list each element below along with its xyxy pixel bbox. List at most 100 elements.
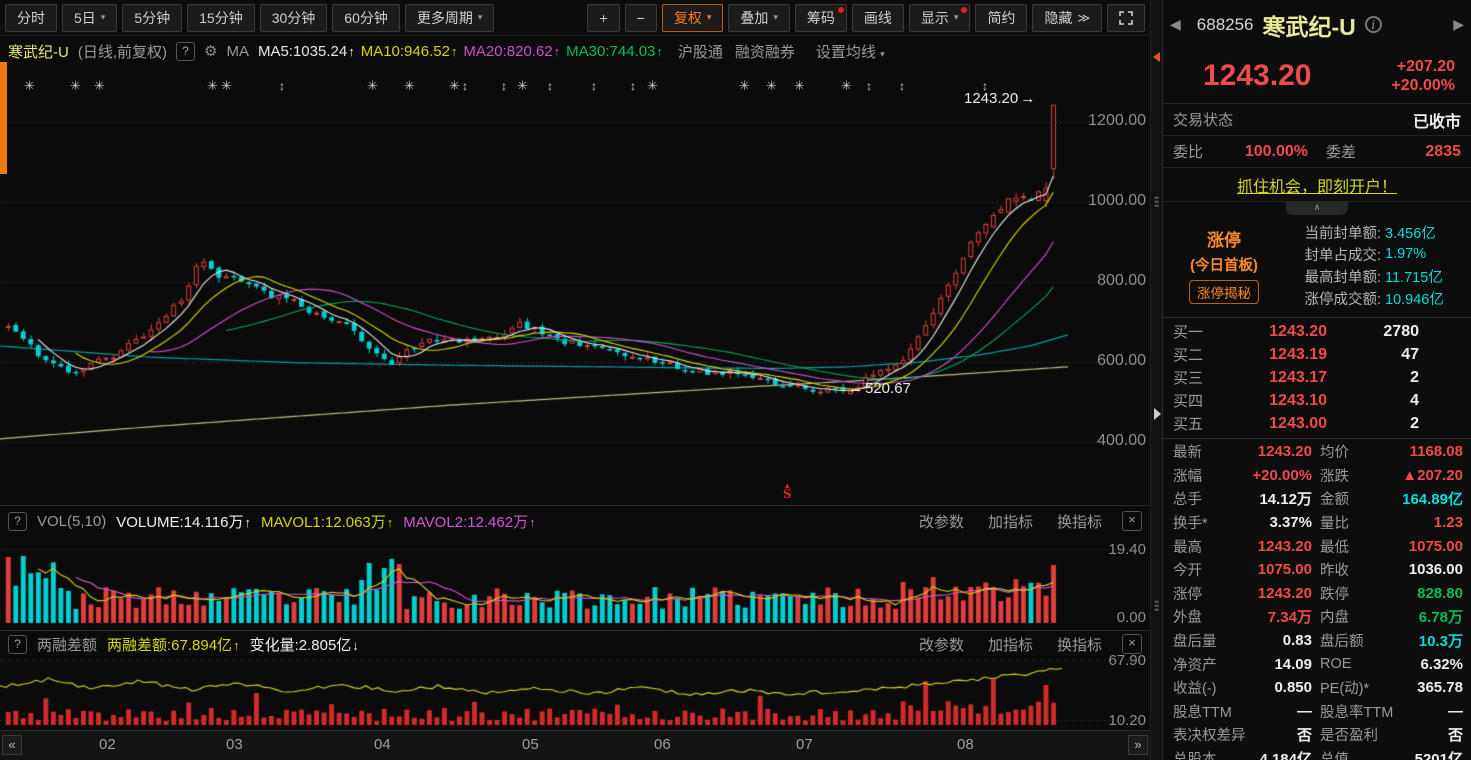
add-indicator-link[interactable]: 加指标 (987, 513, 1033, 531)
event-star-icon[interactable]: ✳ (404, 78, 415, 93)
event-star-icon[interactable]: ✳ (766, 78, 777, 93)
open-account-link[interactable]: 抓住机会，即刻开户！ (1236, 178, 1397, 196)
period-button-更多周期[interactable]: 更多周期 ▾ (404, 3, 495, 32)
splitter-grip[interactable]: •• •• •• (1154, 597, 1159, 615)
collapse-left-icon[interactable] (1153, 52, 1160, 62)
stat-label: 盘后量 (1173, 634, 1217, 651)
event-updown-icon[interactable]: ↕ (630, 79, 636, 93)
volume-panel: ? VOL(5,10) VOLUME:14.116万↑ MAVOL1:12.063… (0, 505, 1150, 631)
limit-up-reveal-button[interactable]: 涨停揭秘 (1189, 280, 1259, 304)
hide-button[interactable]: 隐藏 ≫ (1032, 3, 1102, 32)
period-button-60分钟[interactable]: 60分钟 (332, 3, 400, 32)
indicator-link-融资融券[interactable]: 融资融券 (734, 43, 795, 61)
chevron-down-icon: ▾ (100, 12, 106, 22)
switch-indicator-link[interactable]: 换指标 (1056, 636, 1102, 654)
volume-canvas[interactable] (0, 536, 1150, 631)
event-star-icon[interactable]: ✳ (70, 78, 81, 93)
month-label: 07 (796, 736, 813, 753)
overlay-button[interactable]: 叠加 ▾ (728, 3, 790, 32)
draw-line-button[interactable]: 画线 (851, 3, 904, 32)
indicator-link-沪股通[interactable]: 沪股通 (677, 43, 723, 61)
gear-icon[interactable]: ⚙ (204, 43, 218, 60)
period-button-15分钟[interactable]: 15分钟 (187, 3, 255, 32)
event-updown-icon[interactable]: ↕ (279, 79, 285, 93)
edit-params-link[interactable]: 改参数 (918, 513, 964, 531)
scroll-left-button[interactable]: « (2, 735, 22, 755)
bid-row: 买三 1243.17 2 (1163, 366, 1471, 389)
stat-row: 收益(-) 0.850 PE(动)* 365.78 (1163, 676, 1471, 700)
event-star-icon[interactable]: ✳ (367, 78, 378, 93)
help-icon[interactable]: ? (8, 634, 27, 654)
month-label: 03 (226, 736, 243, 753)
bid-price: 1243.20 (1269, 322, 1327, 340)
stat-value: 4.184亿 (1259, 751, 1312, 760)
price-axis-label: 1200.00 (1088, 112, 1146, 129)
event-star-icon[interactable]: ✳ (221, 78, 232, 93)
zoom-out-button[interactable]: − (624, 3, 657, 32)
period-button-5日[interactable]: 5日 ▾ (62, 3, 118, 32)
event-star-icon[interactable]: ✳ (94, 78, 105, 93)
volume-indicator-title[interactable]: VOL(5,10) (37, 512, 107, 530)
stat-label: 净资产 (1173, 657, 1217, 674)
info-icon[interactable]: i (1364, 16, 1382, 33)
simple-mode-button[interactable]: 简约 (975, 3, 1028, 32)
prev-stock-arrow[interactable]: ◀ (1170, 16, 1181, 32)
limit-up-stats: 当前封单额: 3.456亿 封单占成交: 1.97% 最高封单额: 11.715亿 涨停成交… (1277, 221, 1465, 309)
event-updown-icon[interactable]: ↕ (982, 79, 988, 93)
limit-up-stat-value: 11.715亿 (1385, 269, 1443, 286)
limit-up-stat-label: 涨停成交额: (1304, 291, 1381, 308)
expand-right-icon[interactable] (1154, 408, 1161, 420)
event-star-icon[interactable]: ✳ (24, 78, 35, 93)
period-button-30分钟[interactable]: 30分钟 (259, 3, 328, 32)
margin-indicator-title[interactable]: 两融差额 (37, 636, 98, 654)
stat-label: 股息率TTM (1320, 704, 1394, 721)
event-updown-icon[interactable]: ↕ (899, 79, 905, 93)
ma-indicator-label[interactable]: MA (226, 42, 249, 60)
margin-canvas[interactable] (0, 657, 1150, 732)
period-button-分时[interactable]: 分时 (5, 3, 57, 32)
help-icon[interactable]: ? (176, 41, 195, 61)
event-star-icon[interactable]: ✳ (517, 78, 528, 93)
panel-splitter[interactable]: •• •• •• •• •• •• (1150, 0, 1162, 760)
candlestick-canvas[interactable] (0, 66, 1150, 505)
event-star-icon[interactable]: ✳ (647, 78, 658, 93)
stat-value: 14.12万 (1259, 491, 1312, 509)
switch-indicator-link[interactable]: 换指标 (1056, 513, 1102, 531)
stat-value: ▲207.20 (1402, 466, 1463, 484)
zoom-in-button[interactable]: + (587, 3, 620, 32)
splitter-grip[interactable]: •• •• •• (1154, 193, 1159, 211)
close-panel-button[interactable]: × (1122, 634, 1142, 654)
edit-params-link[interactable]: 改参数 (918, 636, 964, 654)
event-updown-icon[interactable]: ↕ (591, 79, 597, 93)
fullscreen-button[interactable] (1107, 3, 1145, 32)
display-button[interactable]: 显示 ▾ (908, 3, 971, 32)
collapse-tab[interactable]: ∧ (1286, 202, 1348, 215)
next-stock-arrow[interactable]: ▶ (1453, 16, 1464, 32)
period-toolbar: 分时 5日 ▾ 5分钟 15分钟 30分钟 60分钟 更多周期 ▾ + − 复权 ▾ 叠加 ▾ 筹码 画线 显示 ▾… (0, 0, 1150, 36)
candlestick-chart[interactable]: ✳ ✳ ✳ ✳ ✳ ↕ ✳ ✳ ✳ ↕ ↕ ✳ ↕ ↕ ↕ ✳ ✳ ✳ ✳ ✳ ↕ ↕ ↕ 1200.00 1000.00 80… (0, 62, 1150, 505)
event-star-icon[interactable]: ✳ (739, 78, 750, 93)
close-panel-button[interactable]: × (1122, 511, 1142, 531)
arrow-up-icon: ↑ (244, 514, 251, 530)
event-updown-icon[interactable]: ↕ (547, 79, 553, 93)
add-indicator-link[interactable]: 加指标 (987, 636, 1033, 654)
event-updown-icon[interactable]: ↕ (462, 79, 468, 93)
chips-button[interactable]: 筹码 (794, 3, 847, 32)
month-label: 05 (522, 736, 539, 753)
adjust-mode-button[interactable]: 复权 ▾ (661, 3, 724, 32)
scroll-right-button[interactable]: » (1128, 735, 1148, 755)
event-star-icon[interactable]: ✳ (207, 78, 218, 93)
help-icon[interactable]: ? (8, 511, 27, 531)
event-star-icon[interactable]: ✳ (449, 78, 460, 93)
event-star-icon[interactable]: ✳ (794, 78, 805, 93)
margin-axis-label: 67.90 (1108, 652, 1146, 669)
period-button-5分钟[interactable]: 5分钟 (122, 3, 183, 32)
chart-stock-name: 寒武纪-U (8, 43, 69, 61)
event-star-icon[interactable]: ✳ (841, 78, 852, 93)
stat-row: 表决权差异否是否盈利否 (1163, 723, 1471, 747)
event-updown-icon[interactable]: ↕ (866, 79, 872, 93)
bid-levels: 买一 1243.20 2780 买二 1243.19 47 买三 1243.17 2 买四 1243… (1163, 318, 1471, 439)
stock-name: 寒武纪-U (1262, 13, 1356, 40)
event-updown-icon[interactable]: ↕ (501, 79, 507, 93)
ma-settings-link[interactable]: 设置均线 ▾ (815, 43, 885, 61)
